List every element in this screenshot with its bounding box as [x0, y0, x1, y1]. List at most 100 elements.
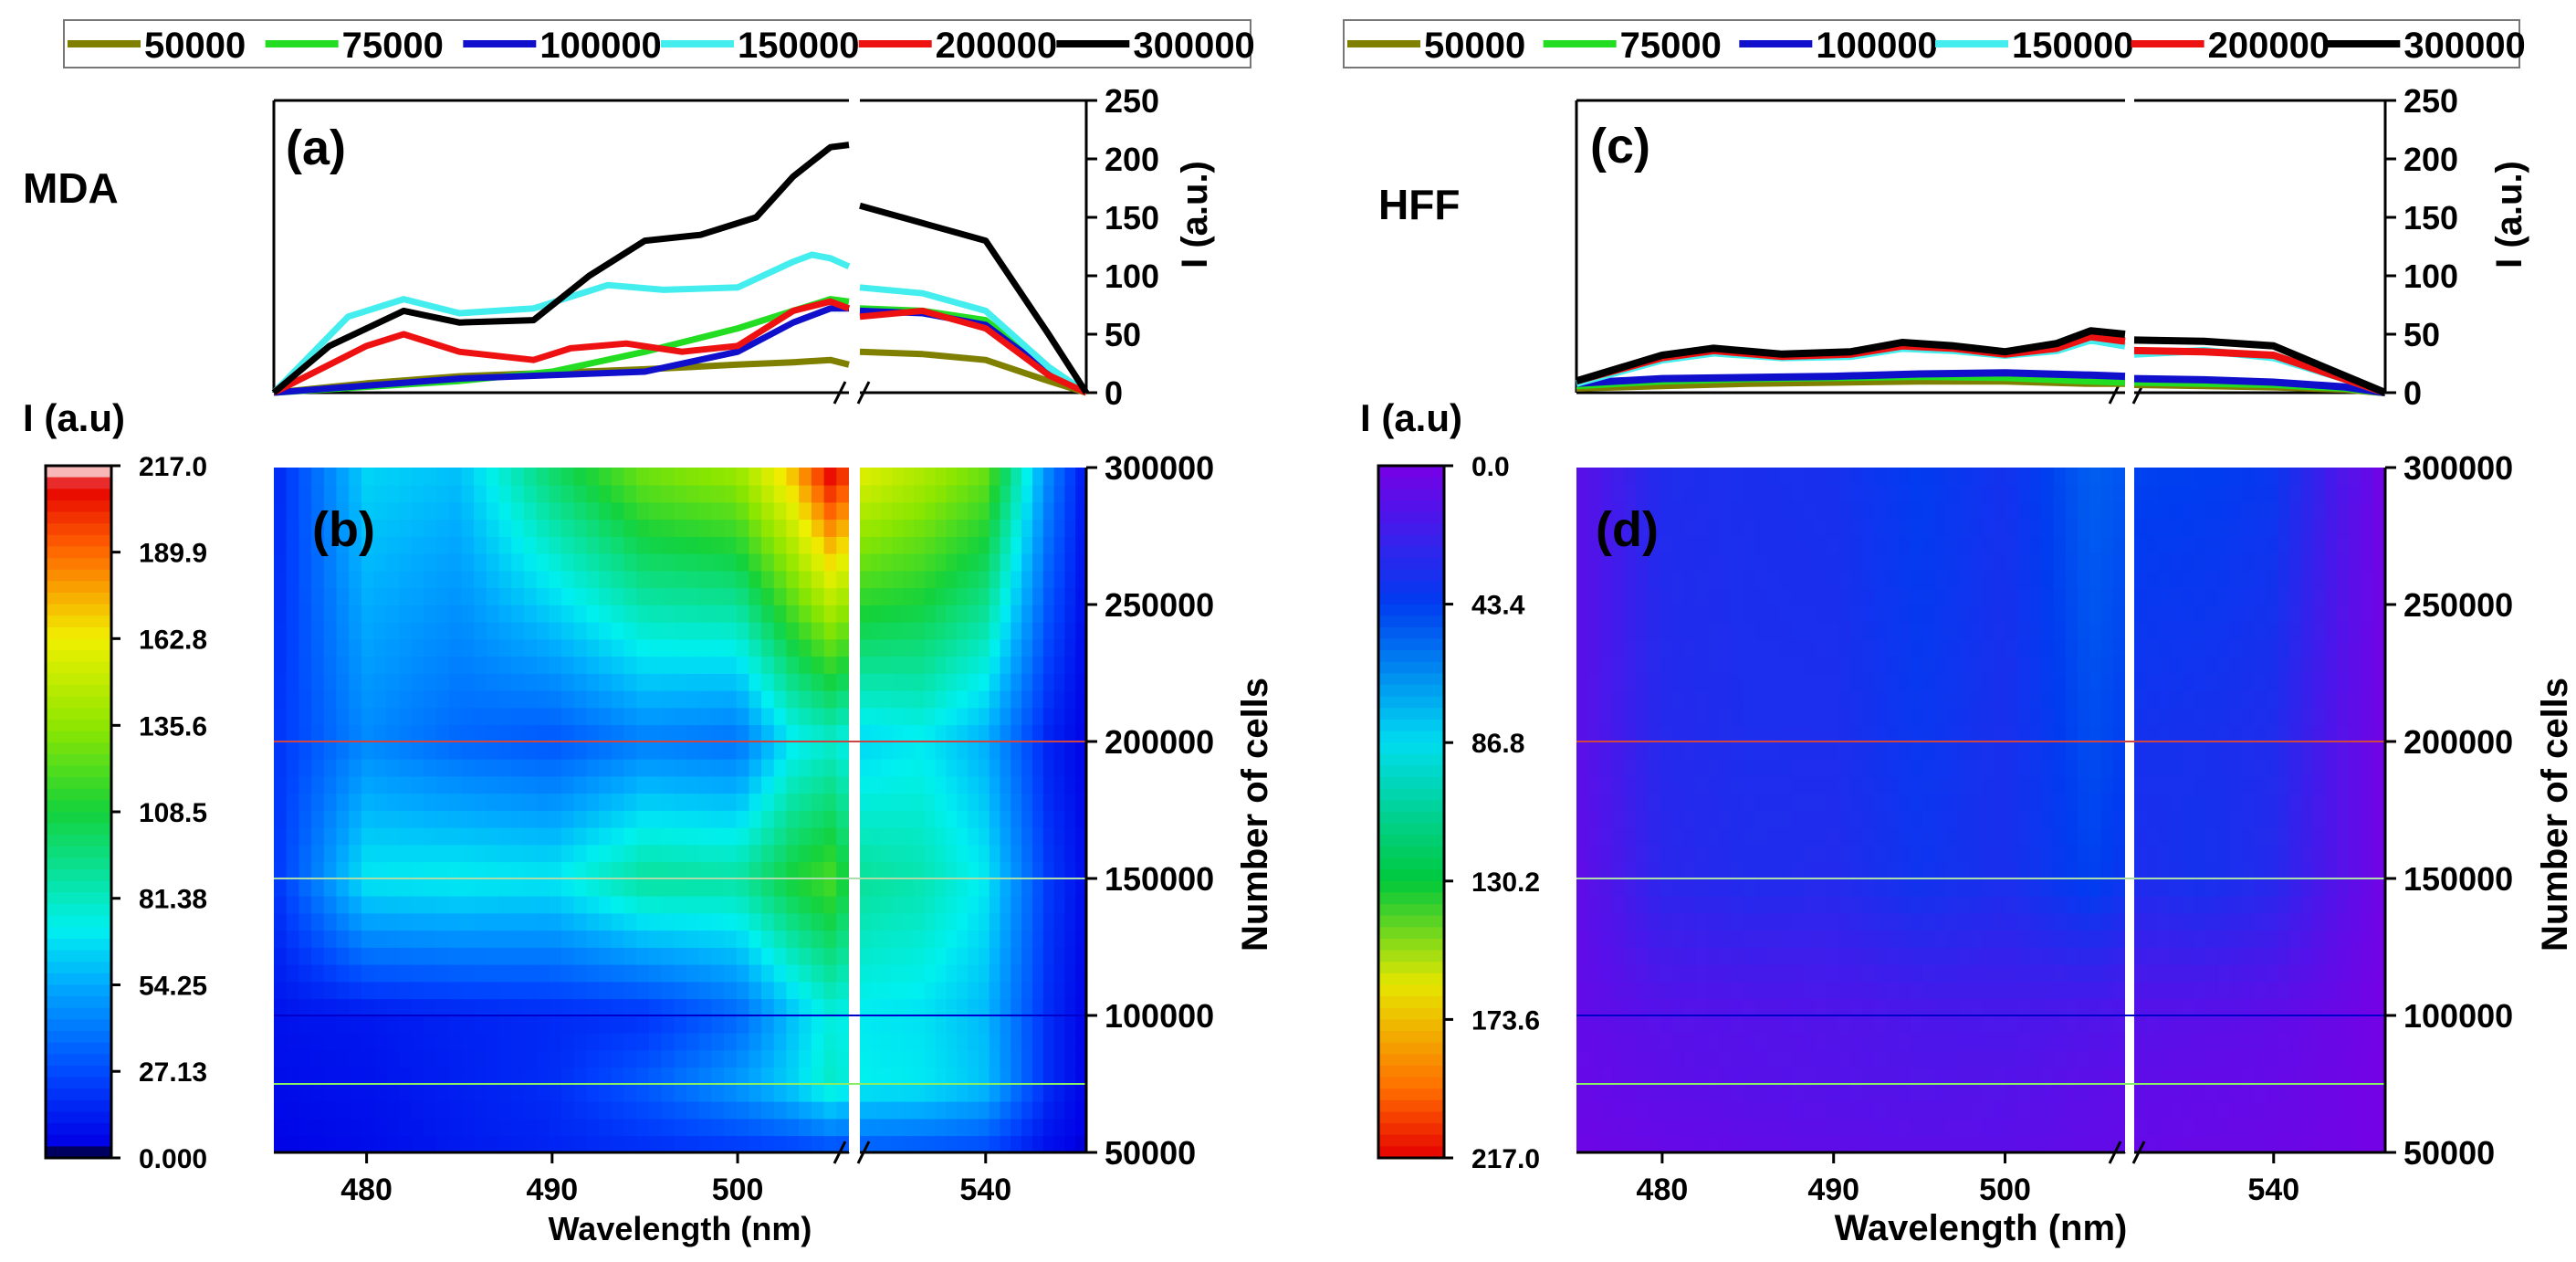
- heatmap-cell: [1011, 998, 1022, 1016]
- heatmap-cell: [1032, 998, 1044, 1016]
- heatmap-cell: [1838, 947, 1852, 965]
- heatmap-cell: [1624, 826, 1638, 846]
- heatmap-cell: [661, 1032, 675, 1051]
- heatmap-cell: [2205, 656, 2219, 674]
- heatmap-cell: [2194, 912, 2207, 931]
- heatmap-cell: [1827, 587, 1840, 605]
- heatmap-cell: [903, 587, 915, 605]
- heatmap-cell: [1053, 501, 1066, 521]
- heatmap-cell: [411, 963, 425, 983]
- heatmap-cell: [1767, 1032, 1780, 1051]
- heatmap-cell: [661, 998, 675, 1016]
- heatmap-cell: [2205, 963, 2219, 983]
- heatmap-cell: [2053, 1067, 2067, 1085]
- heatmap-cell: [599, 861, 613, 879]
- heatmap-cell: [799, 912, 812, 931]
- heatmap-cell: [1612, 775, 1626, 794]
- heatmap-cell: [1707, 570, 1721, 589]
- heatmap-cell: [1874, 930, 1888, 948]
- heatmap-cell: [2065, 1118, 2079, 1137]
- heatmap-cell: [2100, 1067, 2114, 1085]
- heatmap-cell: [2134, 536, 2147, 554]
- heatmap-cell: [611, 468, 625, 486]
- heatmap-cell: [799, 861, 812, 879]
- heatmap-cell: [1600, 998, 1613, 1016]
- heatmap-cell: [1743, 1067, 1756, 1085]
- heatmap-cell: [1850, 930, 1864, 948]
- heatmap-cell: [1838, 656, 1852, 674]
- heatmap-cell: [1886, 552, 1900, 572]
- heatmap-cell: [1683, 963, 1697, 983]
- heatmap-cell: [1982, 673, 1995, 691]
- heatmap-cell: [2041, 570, 2055, 589]
- heatmap-cell: [424, 501, 437, 521]
- heatmap-cell: [648, 1118, 663, 1137]
- heatmap-cell: [773, 741, 788, 760]
- heatmap-cell: [2053, 1135, 2067, 1153]
- heatmap-cell: [498, 1032, 512, 1051]
- heatmap-cell: [1624, 587, 1638, 605]
- heatmap-cell: [373, 947, 388, 965]
- heatmap-cell: [786, 468, 800, 486]
- heatmap-cell: [1922, 981, 1935, 1000]
- heatmap-cell: [549, 741, 562, 760]
- heatmap-cell: [674, 861, 687, 879]
- heatmap-cell: [561, 878, 575, 897]
- heatmap-cell: [870, 484, 883, 503]
- heatmap-cell: [361, 930, 375, 948]
- heatmap-cell: [549, 895, 562, 914]
- heatmap-cell: [749, 605, 762, 623]
- heatmap-cell: [836, 998, 850, 1016]
- heatmap-cell: [1576, 826, 1589, 846]
- heatmap-cell: [2005, 1118, 2019, 1137]
- heatmap-cell: [1946, 552, 1959, 572]
- heatmap-cell: [286, 844, 300, 863]
- heatmap-cell: [1707, 1049, 1721, 1068]
- heatmap-cell: [711, 689, 725, 709]
- heatmap-cell: [661, 552, 675, 572]
- heatmap-cell: [1910, 1015, 1923, 1034]
- heatmap-cell: [461, 605, 475, 623]
- heatmap-cell: [1636, 810, 1649, 828]
- heatmap-cell: [573, 1015, 588, 1034]
- heatmap-cell: [1815, 1067, 1828, 1085]
- heatmap-cell: [2146, 468, 2159, 486]
- heatmap-cell: [1791, 741, 1805, 760]
- heatmap-cell: [1827, 981, 1840, 1000]
- heatmap-cell: [1671, 1100, 1685, 1120]
- heatmap-cell: [486, 1067, 500, 1085]
- heatmap-cell: [1600, 484, 1613, 503]
- heatmap-cell: [1648, 621, 1661, 640]
- heatmap-cell: [623, 998, 637, 1016]
- heatmap-cell: [486, 963, 500, 983]
- heatmap-cell: [298, 484, 312, 503]
- heatmap-cell: [968, 1032, 979, 1051]
- colorbar-band: [46, 1099, 111, 1113]
- heatmap-cell: [2077, 963, 2090, 983]
- heatmap-cell: [914, 621, 926, 640]
- heatmap-cell: [914, 775, 926, 794]
- heatmap-cell: [1815, 1084, 1828, 1102]
- heatmap-cell: [1994, 570, 2007, 589]
- heatmap-cell: [2100, 930, 2114, 948]
- heatmap-cell: [1624, 605, 1638, 623]
- heatmap-cell: [2100, 621, 2114, 640]
- heatmap-cell: [870, 536, 883, 554]
- heatmap-cell: [1695, 1100, 1709, 1120]
- colorbar-band: [46, 696, 111, 710]
- heatmap-cell: [361, 1067, 375, 1085]
- heatmap-cell: [935, 947, 948, 965]
- heatmap-cell: [1922, 895, 1935, 914]
- heatmap-cell: [1970, 963, 1984, 983]
- heatmap-cell: [586, 1015, 600, 1034]
- heatmap-cell: [1994, 947, 2007, 965]
- heatmap-cell: [881, 861, 894, 879]
- heatmap-cell: [1042, 587, 1055, 605]
- heatmap-cell: [686, 1049, 700, 1068]
- heatmap-cell: [1862, 638, 1876, 657]
- heatmap-cell: [799, 673, 812, 691]
- heatmap-cell: [386, 536, 400, 554]
- heatmap-cell: [323, 656, 338, 674]
- heatmap-cell: [323, 1049, 338, 1068]
